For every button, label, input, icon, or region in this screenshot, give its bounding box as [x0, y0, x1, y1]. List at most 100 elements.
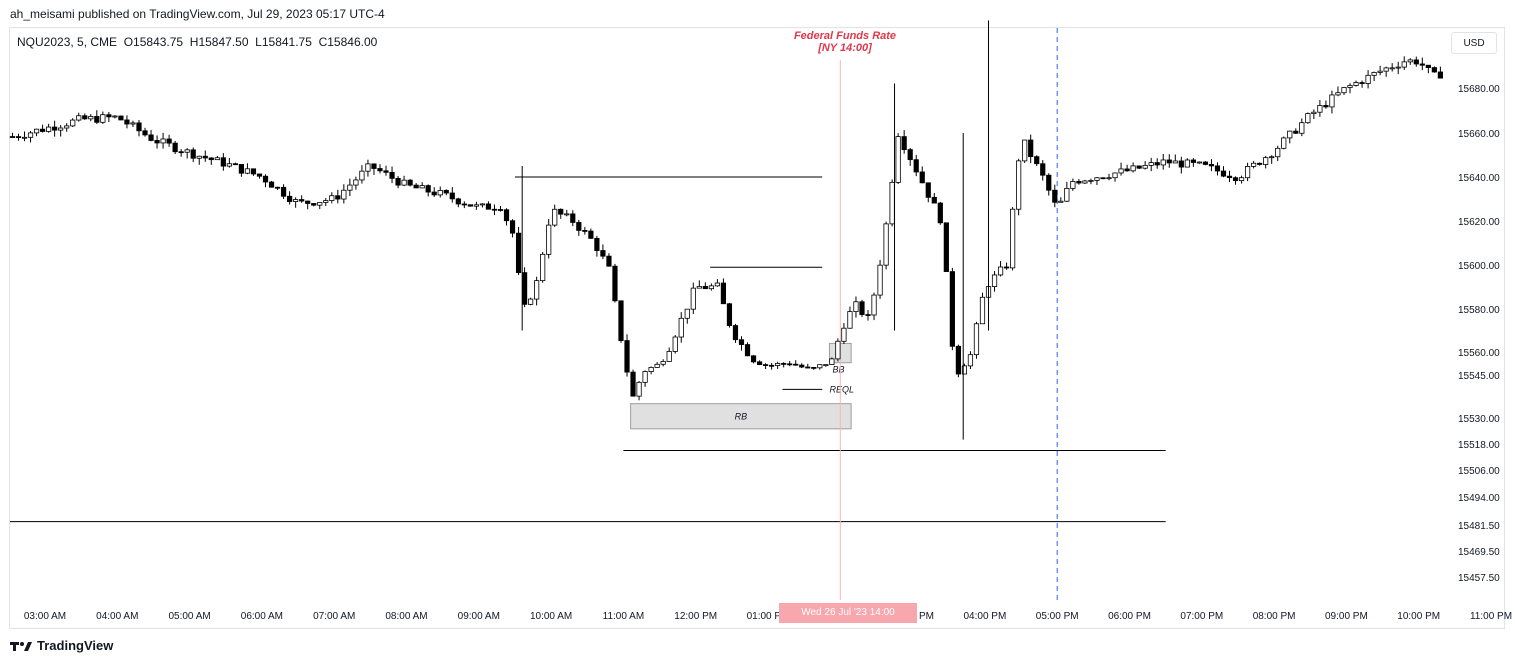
candle-body: [172, 142, 178, 153]
candle-body: [329, 195, 335, 201]
candle-body: [1383, 67, 1389, 72]
candle-body: [521, 272, 528, 305]
candle-body: [154, 140, 160, 144]
candle-body: [166, 138, 172, 144]
candle-body: [401, 179, 407, 186]
candle-body: [1389, 67, 1395, 70]
candle-body: [497, 209, 504, 211]
candle-body: [1359, 82, 1365, 84]
chart-frame: [9, 27, 1505, 629]
candle-body: [967, 354, 974, 367]
candle-body: [672, 336, 678, 352]
candle-body: [491, 208, 498, 211]
candle-body: [853, 301, 859, 312]
candle-body: [714, 282, 720, 287]
candle-body: [208, 157, 214, 161]
x-tick-label: 07:00 AM: [313, 611, 355, 622]
candle-body: [865, 314, 871, 316]
candle-body: [1377, 70, 1383, 73]
candle-body: [630, 371, 636, 397]
candle-body: [1118, 168, 1124, 174]
candle-body: [1016, 160, 1022, 210]
candle-body: [46, 126, 52, 132]
candle-body: [473, 204, 479, 207]
candle-body: [738, 339, 745, 345]
x-tick-label: 09:00 AM: [458, 611, 500, 622]
y-tick-label: 15545.00: [1458, 371, 1500, 382]
candle-body: [696, 285, 702, 289]
candle-body: [624, 340, 630, 373]
candle-body: [274, 186, 281, 189]
candle-body: [829, 358, 835, 365]
event-title: Federal Funds Rate [NY 14:00]: [760, 30, 930, 54]
candle-body: [558, 208, 564, 215]
candle-body: [534, 280, 540, 300]
zone-box: [630, 403, 852, 430]
candle-body: [1281, 137, 1287, 149]
candle-body: [118, 115, 124, 121]
candle-body: [323, 200, 329, 203]
candle-body: [1329, 94, 1335, 108]
candle-body: [931, 196, 937, 204]
y-tick-label: 15660.00: [1458, 129, 1500, 140]
candle-body: [1232, 177, 1239, 182]
candle-body: [485, 203, 492, 210]
y-tick-label: 15560.00: [1458, 348, 1500, 359]
candle-body: [564, 213, 570, 216]
x-tick-label: 10:00 PM: [1397, 611, 1440, 622]
candle-body: [1347, 85, 1353, 88]
level-label-reql: REQL: [829, 384, 854, 394]
candle-body: [756, 361, 763, 365]
candle-body: [1028, 139, 1034, 158]
y-tick-label: 15640.00: [1458, 173, 1500, 184]
candle-body: [925, 182, 931, 198]
candle-body: [106, 114, 112, 118]
candle-body: [184, 149, 190, 153]
candle-body: [214, 157, 220, 161]
candle-body: [280, 186, 287, 197]
candle-body: [576, 222, 582, 231]
candle-body: [371, 163, 377, 169]
x-tick-label: 04:00 PM: [963, 611, 1006, 622]
candle-body: [1365, 74, 1371, 84]
candle-body: [1076, 181, 1082, 184]
candle-body: [1275, 147, 1281, 158]
candle-body: [1196, 161, 1202, 164]
candle-body: [817, 364, 823, 369]
candle-body: [467, 204, 473, 207]
candle-body: [582, 230, 588, 232]
candle-body: [594, 237, 600, 251]
candle-body: [142, 130, 148, 136]
candle-body: [503, 209, 510, 222]
candle-body: [250, 168, 257, 175]
candle-body: [1413, 59, 1419, 65]
candle-body: [726, 303, 733, 326]
candle-body: [347, 184, 353, 191]
candle-body: [1293, 130, 1299, 134]
candle-body: [1425, 64, 1431, 69]
candle-body: [973, 323, 980, 356]
candle-body: [1220, 170, 1227, 177]
candle-body: [1100, 177, 1106, 180]
candle-body: [33, 128, 40, 134]
y-tick-label: 15580.00: [1458, 305, 1500, 316]
candle-body: [232, 163, 238, 166]
candle-body: [805, 366, 811, 369]
candle-body: [1238, 177, 1245, 182]
y-tick-label: 15481.50: [1458, 521, 1500, 532]
candle-body: [52, 126, 58, 131]
candle-body: [1166, 159, 1172, 164]
candle-body: [377, 168, 383, 172]
candle-body: [1317, 105, 1323, 113]
candle-body: [1070, 181, 1076, 189]
candle-body: [1311, 111, 1317, 115]
candle-body: [1208, 164, 1215, 167]
candle-body: [901, 136, 907, 150]
candle-body: [509, 220, 516, 234]
candle-body: [907, 149, 913, 161]
candle-body: [15, 136, 22, 139]
currency-button[interactable]: USD: [1451, 32, 1497, 54]
candle-body: [1244, 166, 1251, 179]
x-tick-label: 09:00 PM: [1325, 611, 1368, 622]
